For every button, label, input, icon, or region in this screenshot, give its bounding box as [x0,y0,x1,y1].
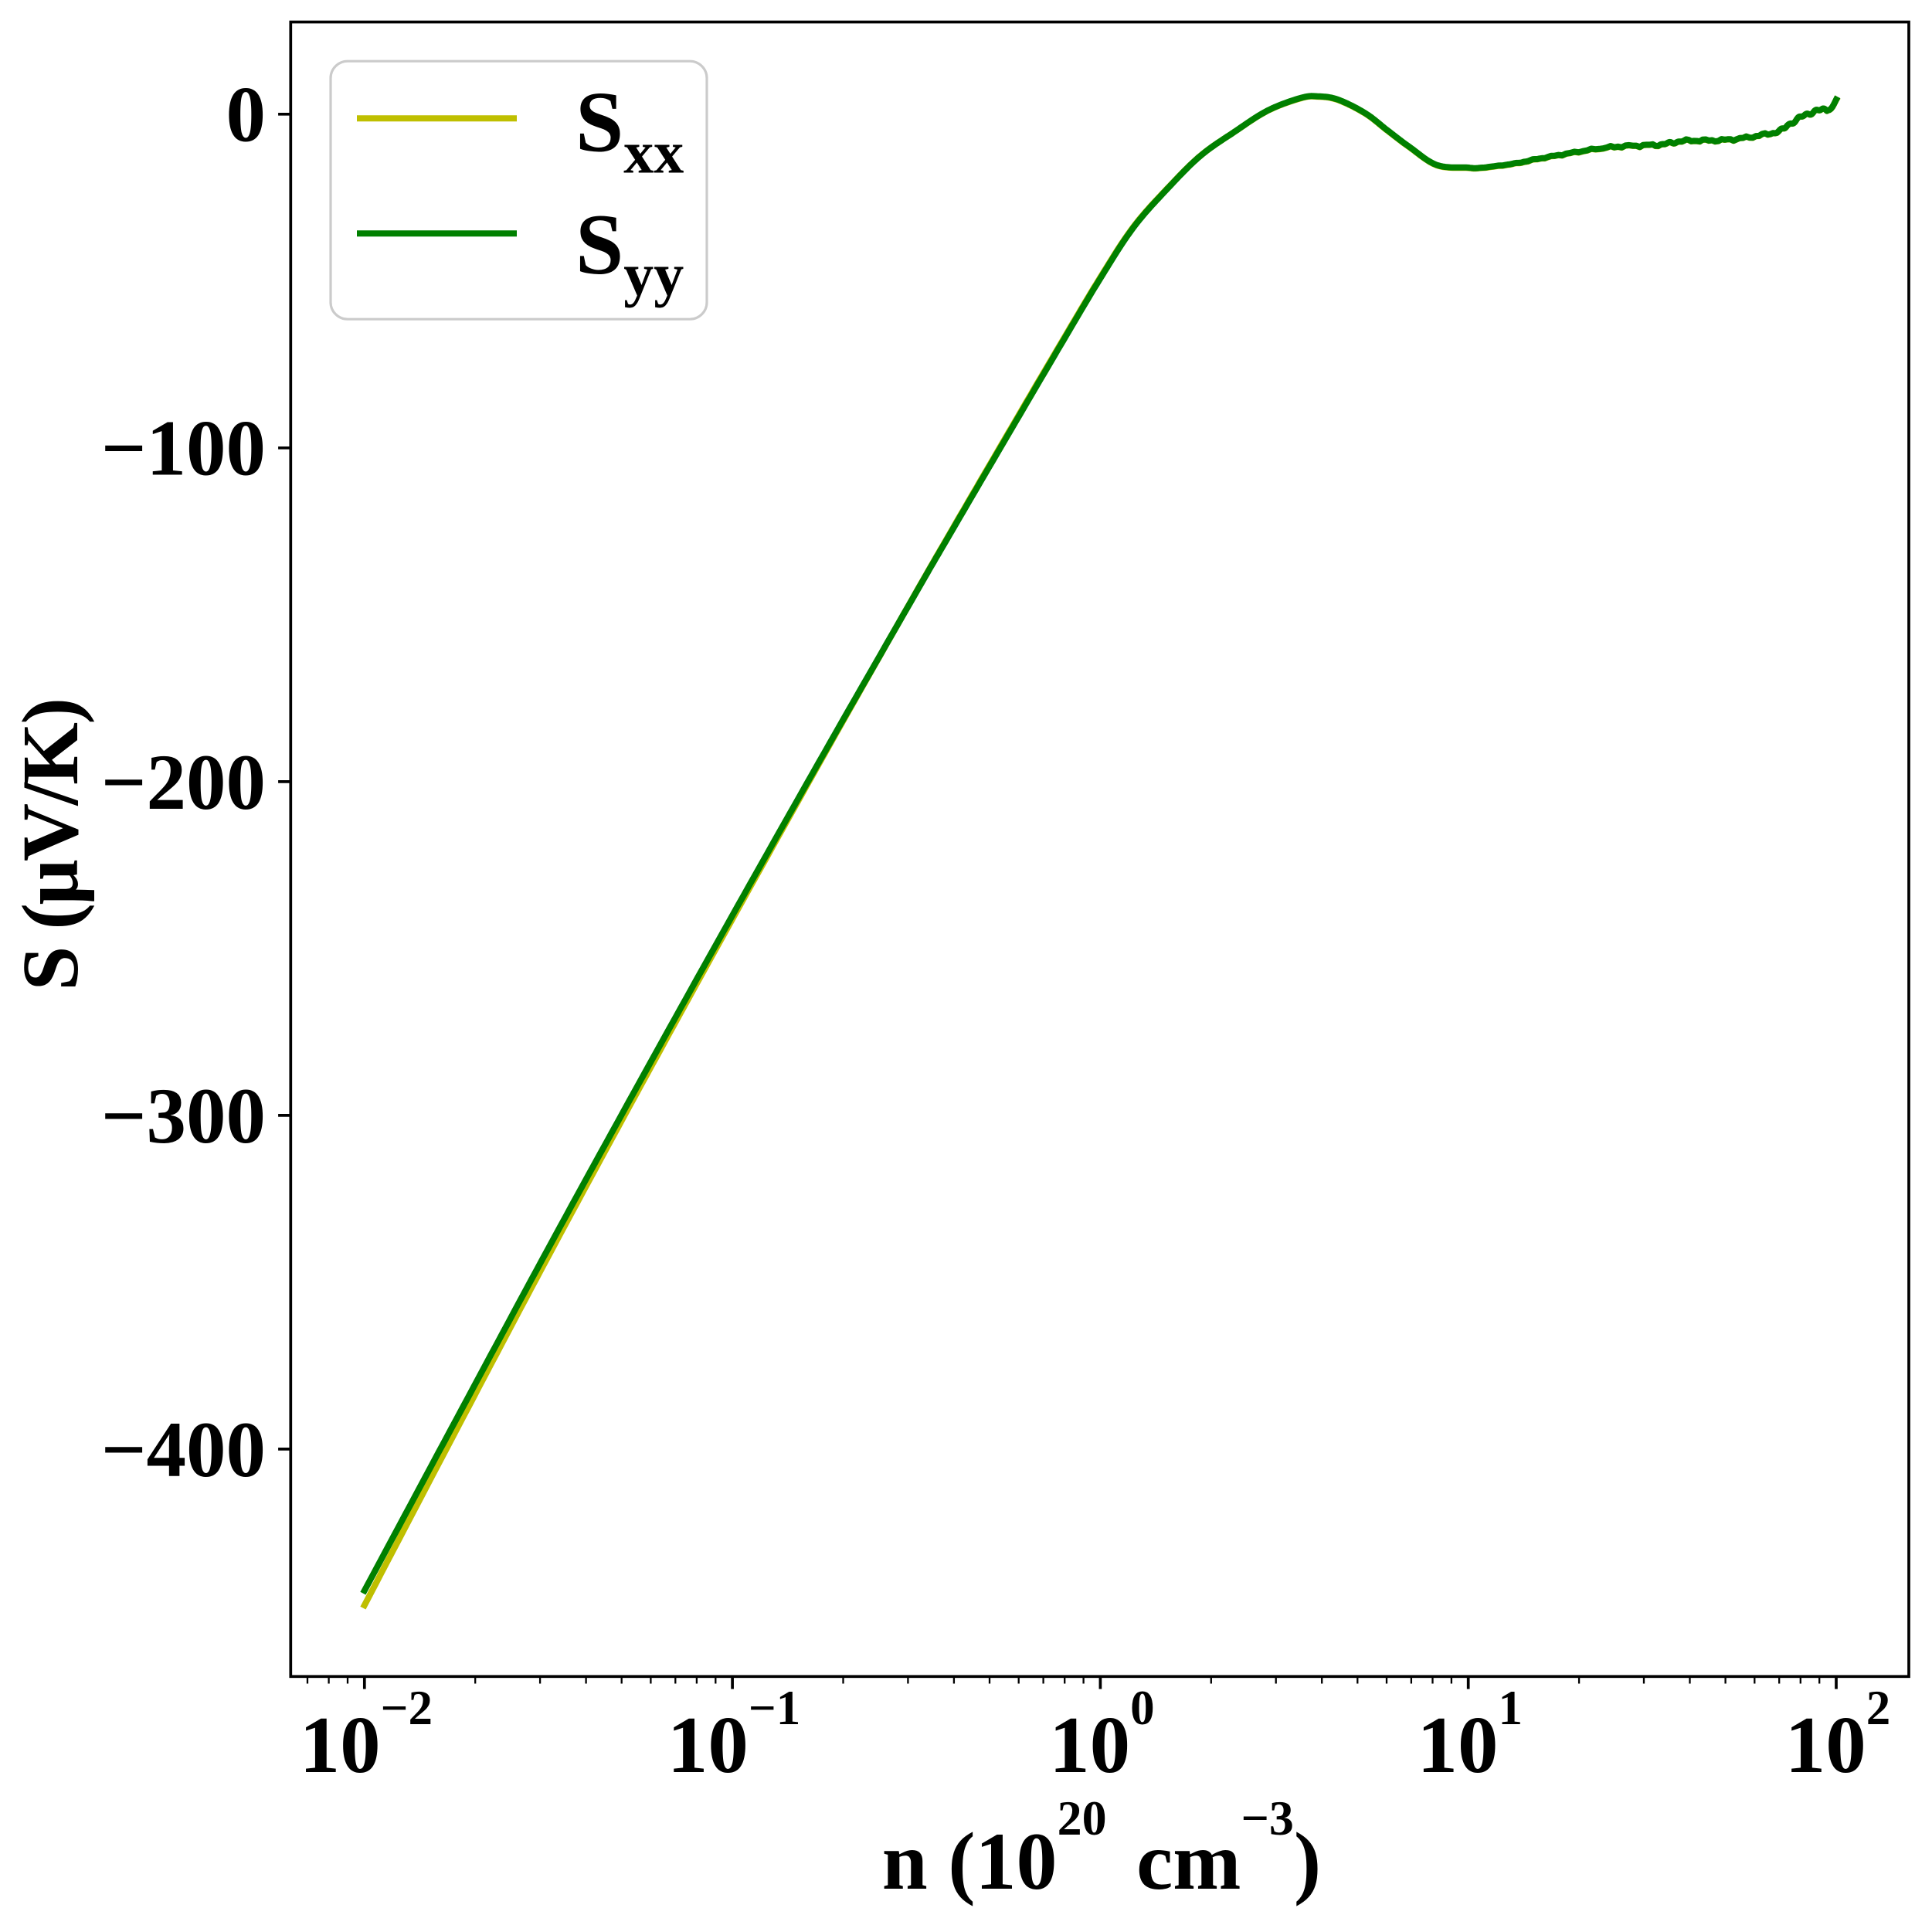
svg-text:−300: −300 [101,1072,266,1160]
svg-text:0: 0 [226,71,267,159]
svg-text:−100: −100 [101,405,266,493]
svg-text:−400: −400 [101,1406,266,1494]
svg-text:−200: −200 [101,738,266,827]
svg-text:S (μV/K): S (μV/K) [6,700,95,991]
